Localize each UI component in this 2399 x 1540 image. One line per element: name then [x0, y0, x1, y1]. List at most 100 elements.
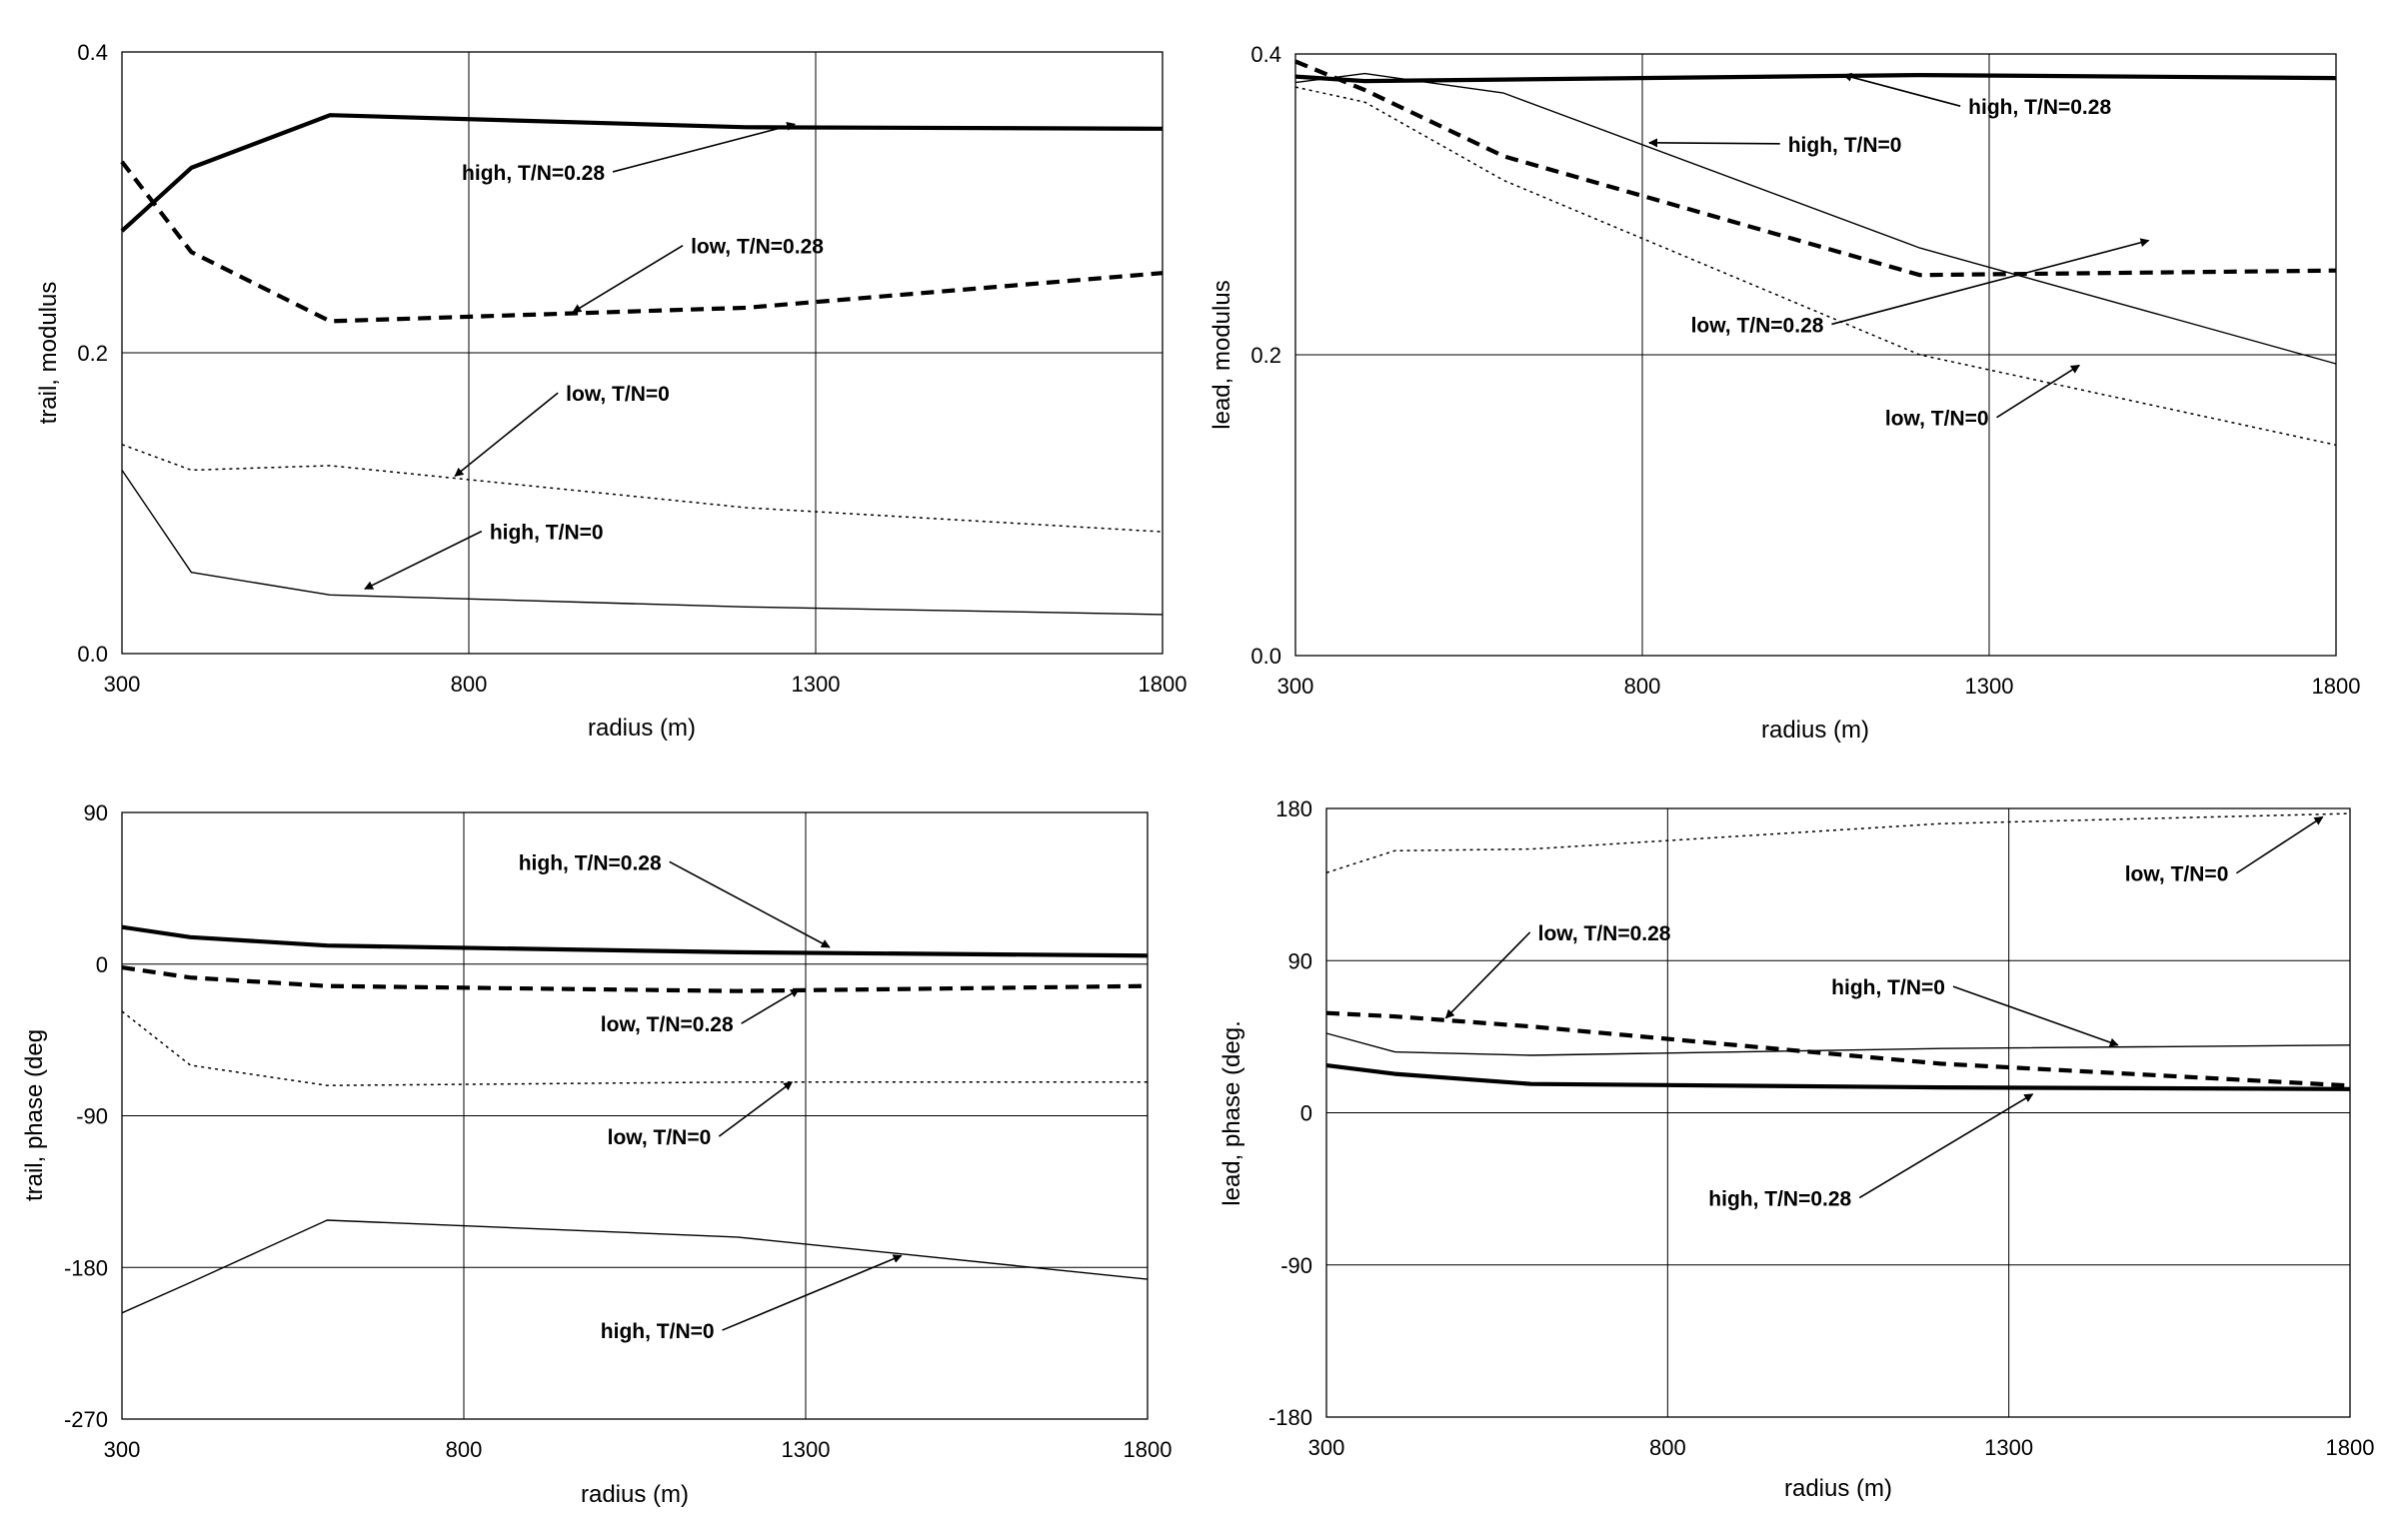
callout-label: low, T/N=0.28 [601, 1013, 734, 1036]
callout-arrow [612, 121, 797, 173]
callout-label: high, T/N=0 [1788, 134, 1902, 157]
series-group [1294, 59, 2337, 447]
y-tick-label: 0.0 [1250, 644, 1281, 669]
y-axis-label: trail, phase (deg [21, 1029, 48, 1201]
callout-arrow [741, 988, 800, 1024]
y-tick-label: 180 [1275, 796, 1312, 821]
x-tick-label: 1800 [1139, 672, 1188, 697]
annotation-group: low, T/N=0 low, T/N=0.28 high, T/N=0 high, … [1444, 815, 2324, 1211]
grid-lines [122, 52, 1163, 654]
series-line-low-t-n-0-28 [121, 965, 1149, 993]
callout-arrow [1858, 1093, 2034, 1199]
series-line-low-t-n-0-28 [1325, 1010, 2351, 1088]
x-tick-label: 800 [1649, 1435, 1686, 1460]
x-tick-label: 1300 [1984, 1435, 2033, 1460]
x-tick-label: 300 [104, 1437, 141, 1462]
callout-label: low, T/N=0 [566, 383, 670, 406]
series-line-low-t-n-0-28 [120, 160, 1164, 324]
callout-arrow [572, 244, 684, 314]
callout-arrow [1952, 985, 2119, 1047]
x-tick-labels: 300 800 1300 1800 [104, 672, 1188, 697]
x-tick-label: 300 [1277, 674, 1314, 699]
series-line-high-t-n-0 [1294, 72, 2337, 365]
series-group [121, 924, 1149, 1314]
callout-arrow [722, 1254, 903, 1331]
chart-trail-modulus: high, T/N=0.28 low, T/N=0.28 low, T/N=0 hig… [35, 40, 1187, 742]
callout-arrow [718, 1081, 794, 1137]
x-tick-label: 800 [1624, 674, 1661, 699]
x-tick-labels: 300 800 1300 1800 [104, 1437, 1173, 1462]
y-tick-label: -180 [1268, 1405, 1312, 1430]
callout-label: low, T/N=0.28 [1691, 314, 1824, 337]
annotation-group: high, T/N=0.28 low, T/N=0.28 low, T/N=0 hig… [364, 121, 824, 591]
chart-trail-phase: high, T/N=0.28 low, T/N=0.28 low, T/N=0 hig… [21, 800, 1172, 1508]
y-axis-label: trail, modulus [35, 282, 62, 425]
y-tick-label: 0.2 [1250, 343, 1281, 368]
x-tick-label: 1800 [2312, 674, 2361, 699]
y-tick-labels: 0.0 0.2 0.4 [77, 40, 108, 667]
callout-arrow [1996, 364, 2080, 419]
x-tick-label: 1300 [1965, 674, 2014, 699]
callout-arrow [1648, 138, 1780, 148]
annotation-group: high, T/N=0.28 low, T/N=0.28 low, T/N=0 hig… [519, 851, 903, 1343]
callout-arrow [669, 860, 831, 948]
callout-arrow [364, 530, 483, 591]
callout-arrow [1444, 931, 1531, 1019]
callout-label: high, T/N=0 [490, 522, 604, 545]
chart-lead-phase: low, T/N=0 low, T/N=0.28 high, T/N=0 high, … [1218, 796, 2374, 1502]
series-group [120, 113, 1164, 616]
series-line-low-t-n-0 [121, 444, 1164, 533]
y-tick-labels: 0.0 0.2 0.4 [1250, 42, 1281, 669]
x-tick-labels: 300 800 1300 1800 [1308, 1435, 2375, 1460]
annotation-group: high, T/N=0.28 high, T/N=0 low, T/N=0.28 lo… [1648, 72, 2150, 431]
y-axis-label: lead, modulus [1208, 280, 1235, 429]
series-line-high-t-n-0-28 [120, 113, 1164, 233]
callout-label: high, T/N=0 [601, 1320, 715, 1343]
x-tick-label: 800 [451, 672, 488, 697]
grid-lines [1326, 808, 2350, 1417]
x-axis-label: radius (m) [581, 1481, 689, 1508]
grid-lines [122, 812, 1148, 1419]
y-tick-label: 0 [1300, 1101, 1312, 1126]
y-axis-label: lead, phase (deg. [1218, 1020, 1245, 1205]
x-tick-label: 1800 [1124, 1437, 1173, 1462]
callout-arrow [1831, 238, 2150, 326]
y-tick-label: -90 [76, 1104, 108, 1129]
callout-arrow [454, 392, 559, 478]
series-line-high-t-n-0-28 [1325, 1063, 2351, 1091]
x-tick-label: 300 [104, 672, 141, 697]
y-tick-label: 90 [1288, 948, 1312, 973]
y-tick-label: 0.4 [1250, 42, 1281, 67]
x-tick-label: 300 [1308, 1435, 1345, 1460]
callout-label: low, T/N=0.28 [691, 236, 824, 259]
y-tick-label: -180 [64, 1255, 108, 1280]
y-tick-label: -270 [64, 1407, 108, 1432]
series-group [1325, 812, 2351, 1091]
series-line-high-t-n-0-28 [121, 924, 1149, 958]
callout-label: high, T/N=0.28 [1708, 1188, 1851, 1211]
callout-arrow [2235, 815, 2324, 874]
y-tick-label: 0.2 [77, 341, 108, 366]
x-axis-label: radius (m) [1761, 717, 1869, 744]
series-line-high-t-n-0 [121, 470, 1164, 616]
callout-label: high, T/N=0.28 [1968, 96, 2111, 119]
x-tick-label: 1800 [2326, 1435, 2375, 1460]
series-line-high-t-n-0 [1325, 1032, 2351, 1056]
callout-label: high, T/N=0 [1831, 976, 1945, 999]
callout-label: high, T/N=0.28 [462, 162, 605, 185]
series-line-low-t-n-0 [121, 1010, 1148, 1086]
chart-lead-modulus: high, T/N=0.28 high, T/N=0 low, T/N=0.28 lo… [1208, 42, 2360, 744]
x-tick-label: 1300 [792, 672, 841, 697]
callout-label: low, T/N=0.28 [1538, 922, 1671, 945]
y-tick-label: -90 [1280, 1253, 1312, 1278]
y-tick-label: 0.4 [77, 40, 108, 65]
x-axis-label: radius (m) [1784, 1475, 1892, 1502]
x-tick-label: 800 [446, 1437, 483, 1462]
grid-lines [1295, 54, 2336, 656]
series-line-high-t-n-0 [121, 1219, 1149, 1314]
callout-label: low, T/N=0 [608, 1126, 712, 1149]
callout-arrow [1842, 72, 1961, 107]
y-tick-labels: -270 -180 -90 0 90 [64, 800, 108, 1432]
y-tick-label: 0 [96, 952, 108, 977]
y-tick-labels: -180 -90 0 90 180 [1268, 796, 1312, 1430]
